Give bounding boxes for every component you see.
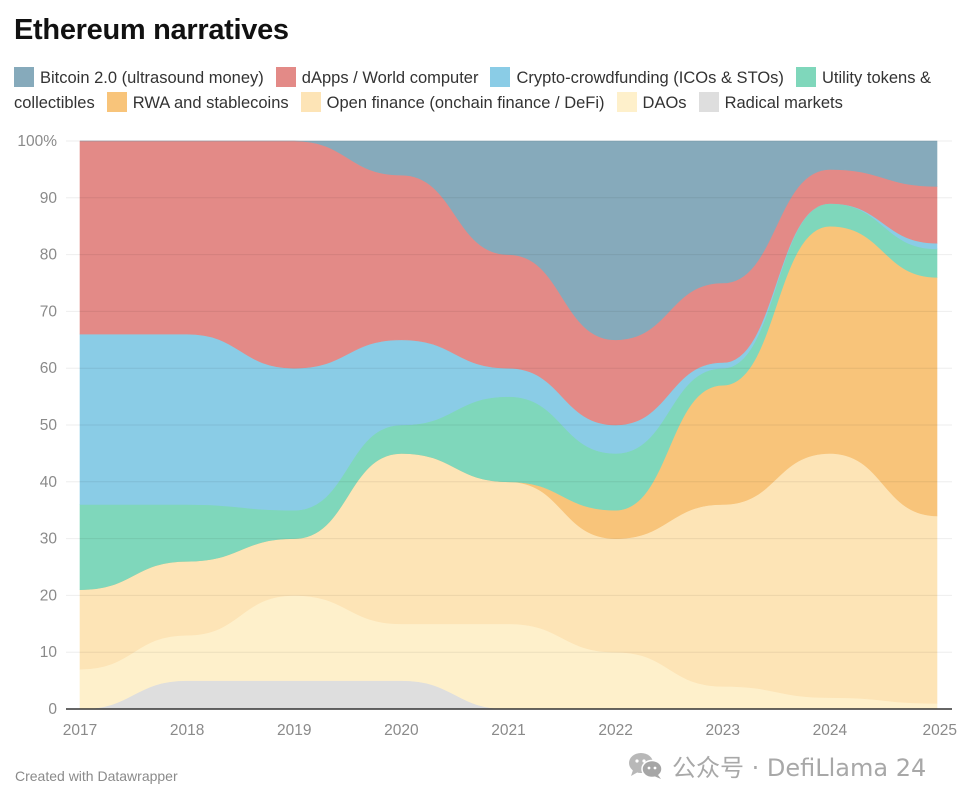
legend-label: Utility tokens & collectibles xyxy=(14,69,932,112)
legend: Bitcoin 2.0 (ultrasound money) dApps / Wo… xyxy=(14,66,964,116)
y-tick-label: 0 xyxy=(48,701,57,718)
x-tick-label: 2023 xyxy=(706,722,740,739)
chart-title: Ethereum narratives xyxy=(14,14,289,46)
legend-label: dApps / World computer xyxy=(301,69,479,87)
x-tick-label: 2025 xyxy=(923,722,957,739)
legend-swatch xyxy=(490,67,511,87)
y-tick-label: 90 xyxy=(40,190,58,207)
legend-item: Utility tokens & collectibles xyxy=(14,67,932,112)
watermark-text: 公众号 · DefiLlama 24 xyxy=(672,754,927,782)
legend-item: Radical markets xyxy=(698,92,843,112)
area-bitcoin-2-0-ultrasound-money xyxy=(80,140,938,341)
x-tick-label: 2017 xyxy=(63,722,97,739)
x-tick-label: 2024 xyxy=(813,722,848,739)
legend-item: RWA and stablecoins xyxy=(106,92,289,112)
y-tick-label: 80 xyxy=(40,247,58,264)
legend-swatch xyxy=(106,92,127,112)
legend-item: Crypto-crowdfunding (ICOs & STOs) xyxy=(490,67,784,87)
legend-swatch xyxy=(795,67,816,87)
y-tick-label: 50 xyxy=(40,417,58,434)
legend-item: Open finance (onchain finance / DeFi) xyxy=(300,92,605,112)
x-tick-label: 2020 xyxy=(384,722,419,739)
legend-swatch xyxy=(616,92,637,112)
y-tick-label: 10 xyxy=(40,644,58,661)
legend-label: Open finance (onchain finance / DeFi) xyxy=(326,94,605,112)
watermark: 公众号 · DefiLlama 24 xyxy=(628,748,926,783)
legend-label: RWA and stablecoins xyxy=(132,94,289,112)
legend-label: Radical markets xyxy=(724,94,843,112)
x-tick-label: 2022 xyxy=(598,722,632,739)
y-tick-label: 40 xyxy=(40,474,58,491)
legend-swatch xyxy=(275,67,296,87)
y-tick-label: 100% xyxy=(17,133,57,150)
legend-swatch xyxy=(698,92,719,112)
legend-label: Bitcoin 2.0 (ultrasound money) xyxy=(40,69,264,87)
y-tick-label: 70 xyxy=(40,303,58,320)
wechat-icon xyxy=(628,752,664,780)
legend-label: DAOs xyxy=(642,94,687,112)
y-tick-label: 20 xyxy=(40,587,58,604)
credit-text: Created with Datawrapper xyxy=(15,768,178,784)
legend-item: dApps / World computer xyxy=(275,67,479,87)
y-tick-label: 60 xyxy=(40,360,58,377)
x-tick-label: 2019 xyxy=(277,722,311,739)
y-tick-label: 30 xyxy=(40,531,58,548)
legend-item: DAOs xyxy=(616,92,687,112)
x-tick-label: 2021 xyxy=(491,722,525,739)
chart: 0 10 20 30 40 50 60 70 80 90 100% 2017 2018 2019 2020 2… xyxy=(17,133,957,739)
legend-item: Bitcoin 2.0 (ultrasound money) xyxy=(14,67,264,87)
legend-swatch xyxy=(14,67,34,87)
legend-label: Crypto-crowdfunding (ICOs & STOs) xyxy=(516,69,784,87)
legend-swatch xyxy=(300,92,321,112)
x-tick-label: 2018 xyxy=(170,722,204,739)
